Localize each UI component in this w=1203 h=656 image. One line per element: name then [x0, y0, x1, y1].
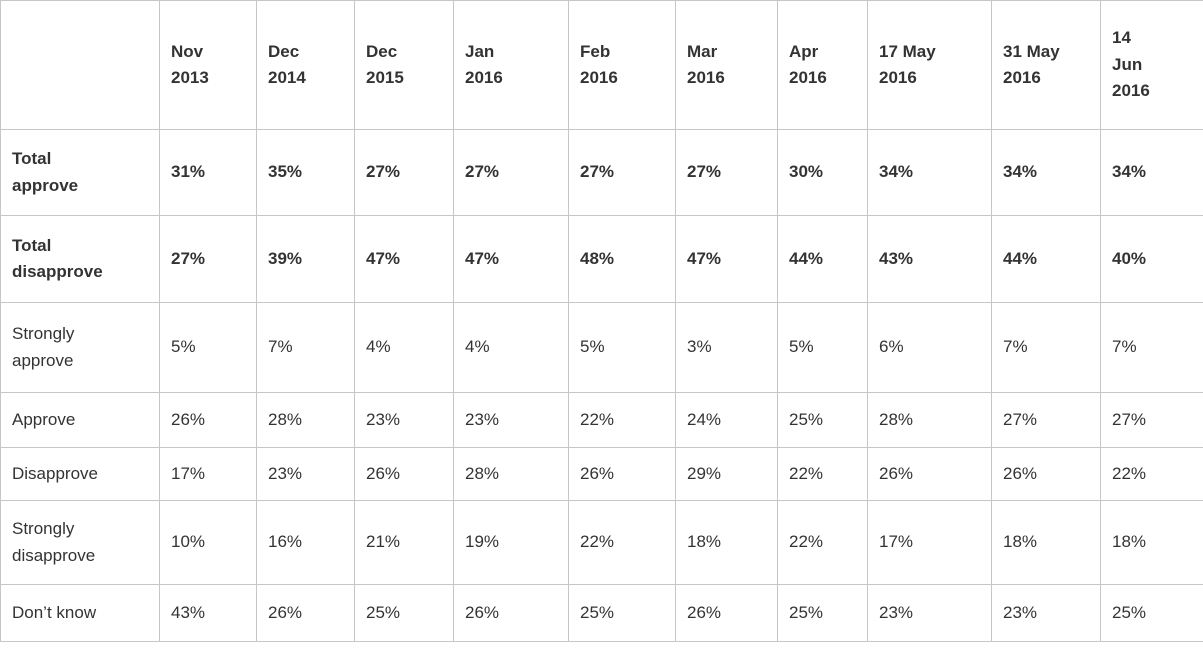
value-cell: 40% [1100, 215, 1203, 303]
header-row: Nov 2013 Dec 2014 Dec 2015 Jan 2016 Feb 2016… [0, 0, 1203, 130]
value-cell: 26% [453, 584, 569, 642]
value-cell: 28% [867, 392, 992, 448]
column-header: Apr 2016 [777, 0, 868, 130]
value-cell: 43% [867, 215, 992, 303]
value-cell: 4% [354, 302, 454, 393]
value-cell: 27% [675, 129, 778, 216]
value-cell: 7% [991, 302, 1101, 393]
value-cell: 48% [568, 215, 676, 303]
table-row: Strongly disapprove 10% 16% 21% 19% 22% 18% 22%… [0, 500, 1203, 585]
value-cell: 17% [159, 447, 257, 501]
value-cell: 22% [777, 447, 868, 501]
row-label: Don’t know [0, 584, 160, 642]
value-cell: 31% [159, 129, 257, 216]
value-cell: 27% [1100, 392, 1203, 448]
value-cell: 27% [568, 129, 676, 216]
value-cell: 19% [453, 500, 569, 585]
column-header: Feb 2016 [568, 0, 676, 130]
value-cell: 34% [867, 129, 992, 216]
row-label: Total approve [0, 129, 160, 216]
value-cell: 25% [777, 584, 868, 642]
value-cell: 22% [568, 500, 676, 585]
value-cell: 4% [453, 302, 569, 393]
value-cell: 34% [1100, 129, 1203, 216]
value-cell: 22% [568, 392, 676, 448]
value-cell: 39% [256, 215, 355, 303]
poll-results-table-container: Nov 2013 Dec 2014 Dec 2015 Jan 2016 Feb 2016… [0, 0, 1203, 642]
corner-cell [0, 0, 160, 130]
value-cell: 5% [568, 302, 676, 393]
value-cell: 26% [991, 447, 1101, 501]
value-cell: 18% [675, 500, 778, 585]
column-header: 31 May 2016 [991, 0, 1101, 130]
value-cell: 26% [354, 447, 454, 501]
value-cell: 47% [354, 215, 454, 303]
value-cell: 25% [777, 392, 868, 448]
column-header: Nov 2013 [159, 0, 257, 130]
value-cell: 26% [159, 392, 257, 448]
value-cell: 18% [1100, 500, 1203, 585]
value-cell: 23% [867, 584, 992, 642]
value-cell: 3% [675, 302, 778, 393]
column-header: 14 Jun 2016 [1100, 0, 1203, 130]
value-cell: 29% [675, 447, 778, 501]
column-header: Dec 2015 [354, 0, 454, 130]
value-cell: 25% [354, 584, 454, 642]
table-row: Strongly approve 5% 7% 4% 4% 5% 3% 5% 6% 7% 7% [0, 302, 1203, 393]
value-cell: 23% [256, 447, 355, 501]
value-cell: 26% [256, 584, 355, 642]
table-row: Don’t know 43% 26% 25% 26% 25% 26% 25% 23% 23% 25% [0, 584, 1203, 642]
value-cell: 22% [777, 500, 868, 585]
value-cell: 23% [991, 584, 1101, 642]
value-cell: 7% [1100, 302, 1203, 393]
row-label: Strongly disapprove [0, 500, 160, 585]
value-cell: 28% [256, 392, 355, 448]
value-cell: 34% [991, 129, 1101, 216]
value-cell: 47% [675, 215, 778, 303]
row-label: Approve [0, 392, 160, 448]
value-cell: 10% [159, 500, 257, 585]
value-cell: 47% [453, 215, 569, 303]
table-body: Total approve 31% 35% 27% 27% 27% 27% 30% 34% 34%… [0, 129, 1203, 642]
value-cell: 23% [354, 392, 454, 448]
value-cell: 27% [453, 129, 569, 216]
value-cell: 7% [256, 302, 355, 393]
value-cell: 17% [867, 500, 992, 585]
value-cell: 18% [991, 500, 1101, 585]
value-cell: 28% [453, 447, 569, 501]
value-cell: 27% [354, 129, 454, 216]
column-header: 17 May 2016 [867, 0, 992, 130]
value-cell: 21% [354, 500, 454, 585]
value-cell: 23% [453, 392, 569, 448]
value-cell: 35% [256, 129, 355, 216]
value-cell: 26% [568, 447, 676, 501]
value-cell: 5% [777, 302, 868, 393]
value-cell: 24% [675, 392, 778, 448]
value-cell: 22% [1100, 447, 1203, 501]
value-cell: 26% [675, 584, 778, 642]
column-header: Jan 2016 [453, 0, 569, 130]
value-cell: 27% [991, 392, 1101, 448]
table-row: Approve 26% 28% 23% 23% 22% 24% 25% 28% 27% 27% [0, 392, 1203, 448]
value-cell: 5% [159, 302, 257, 393]
column-header: Dec 2014 [256, 0, 355, 130]
poll-results-table: Nov 2013 Dec 2014 Dec 2015 Jan 2016 Feb 2016… [0, 0, 1203, 642]
value-cell: 30% [777, 129, 868, 216]
row-label: Strongly approve [0, 302, 160, 393]
value-cell: 43% [159, 584, 257, 642]
value-cell: 6% [867, 302, 992, 393]
value-cell: 25% [568, 584, 676, 642]
value-cell: 27% [159, 215, 257, 303]
value-cell: 26% [867, 447, 992, 501]
table-row: Disapprove 17% 23% 26% 28% 26% 29% 22% 26% 26% 22% [0, 447, 1203, 501]
table-row: Total disapprove 27% 39% 47% 47% 48% 47% 44% 43%… [0, 215, 1203, 303]
row-label: Total disapprove [0, 215, 160, 303]
value-cell: 25% [1100, 584, 1203, 642]
value-cell: 44% [991, 215, 1101, 303]
value-cell: 44% [777, 215, 868, 303]
column-header: Mar 2016 [675, 0, 778, 130]
table-row: Total approve 31% 35% 27% 27% 27% 27% 30% 34% 34%… [0, 129, 1203, 216]
value-cell: 16% [256, 500, 355, 585]
row-label: Disapprove [0, 447, 160, 501]
